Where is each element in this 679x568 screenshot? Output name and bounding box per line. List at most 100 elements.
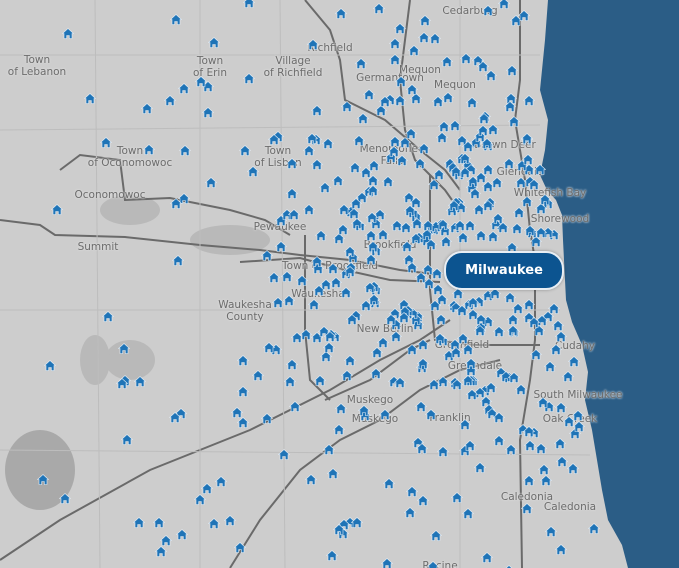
house-icon[interactable]	[447, 199, 460, 211]
house-icon[interactable]	[535, 226, 548, 238]
house-icon[interactable]	[424, 409, 437, 420]
house-icon[interactable]	[539, 194, 552, 206]
house-icon[interactable]	[441, 91, 454, 103]
house-icon[interactable]	[208, 36, 221, 48]
house-icon[interactable]	[533, 164, 546, 175]
house-icon[interactable]	[431, 96, 444, 108]
house-icon[interactable]	[176, 528, 189, 540]
house-icon[interactable]	[497, 222, 510, 233]
house-icon[interactable]	[267, 271, 280, 283]
house-icon[interactable]	[561, 371, 574, 382]
house-icon[interactable]	[385, 314, 398, 326]
house-icon[interactable]	[370, 347, 383, 358]
house-icon[interactable]	[315, 230, 328, 241]
house-icon[interactable]	[387, 145, 400, 157]
house-icon[interactable]	[163, 94, 176, 106]
house-icon[interactable]	[409, 232, 422, 244]
house-icon[interactable]	[168, 411, 181, 423]
house-icon[interactable]	[456, 305, 469, 317]
house-icon[interactable]	[428, 378, 441, 390]
house-icon[interactable]	[473, 203, 486, 215]
house-icon[interactable]	[432, 284, 445, 295]
house-icon[interactable]	[410, 218, 423, 230]
house-icon[interactable]	[466, 97, 479, 108]
house-icon[interactable]	[523, 475, 536, 487]
house-icon[interactable]	[419, 15, 432, 27]
house-icon[interactable]	[416, 358, 429, 370]
house-icon[interactable]	[322, 137, 335, 149]
house-icon[interactable]	[140, 103, 153, 114]
house-icon[interactable]	[491, 212, 504, 224]
house-icon[interactable]	[417, 495, 430, 506]
house-icon[interactable]	[194, 493, 207, 505]
house-icon[interactable]	[414, 158, 427, 170]
house-icon[interactable]	[436, 218, 449, 230]
house-icon[interactable]	[537, 463, 550, 475]
house-icon[interactable]	[346, 313, 359, 325]
house-icon[interactable]	[482, 180, 495, 192]
house-icon[interactable]	[202, 81, 215, 93]
house-icon[interactable]	[523, 224, 536, 236]
house-icon[interactable]	[341, 369, 354, 381]
house-icon[interactable]	[507, 372, 520, 384]
house-icon[interactable]	[409, 314, 422, 325]
house-icon[interactable]	[488, 288, 501, 300]
house-icon[interactable]	[549, 344, 562, 356]
house-icon[interactable]	[233, 541, 246, 553]
house-icon[interactable]	[355, 191, 368, 203]
house-icon[interactable]	[290, 332, 303, 343]
house-icon[interactable]	[399, 137, 412, 148]
house-icon[interactable]	[350, 517, 363, 529]
house-icon[interactable]	[536, 397, 549, 409]
house-icon[interactable]	[481, 4, 494, 16]
house-icon[interactable]	[278, 448, 291, 460]
house-icon[interactable]	[344, 266, 357, 278]
house-icon[interactable]	[534, 203, 547, 215]
house-icon[interactable]	[357, 113, 370, 125]
house-icon[interactable]	[515, 384, 528, 396]
house-icon[interactable]	[504, 292, 517, 303]
house-icon[interactable]	[450, 165, 463, 177]
house-icon[interactable]	[554, 401, 567, 413]
house-icon[interactable]	[236, 385, 249, 397]
house-icon[interactable]	[355, 58, 368, 70]
house-icon[interactable]	[417, 142, 430, 154]
house-icon[interactable]	[340, 101, 353, 113]
house-icon[interactable]	[555, 543, 568, 555]
house-icon[interactable]	[326, 549, 339, 561]
house-icon[interactable]	[429, 33, 442, 44]
house-icon[interactable]	[370, 367, 383, 379]
house-icon[interactable]	[406, 84, 419, 95]
house-icon[interactable]	[456, 135, 469, 147]
house-icon[interactable]	[169, 198, 182, 209]
house-icon[interactable]	[477, 60, 490, 72]
house-icon[interactable]	[491, 177, 504, 189]
house-icon[interactable]	[473, 131, 486, 142]
house-icon[interactable]	[271, 297, 284, 309]
house-icon[interactable]	[551, 320, 564, 332]
house-icon[interactable]	[434, 333, 447, 344]
house-icon[interactable]	[458, 153, 471, 164]
house-icon[interactable]	[243, 72, 256, 84]
house-icon[interactable]	[474, 229, 487, 241]
house-icon[interactable]	[505, 242, 518, 253]
house-icon[interactable]	[573, 421, 586, 432]
house-icon[interactable]	[433, 168, 446, 180]
house-icon[interactable]	[44, 359, 57, 371]
house-icon[interactable]	[556, 456, 569, 467]
house-icon[interactable]	[305, 132, 318, 144]
milwaukee-city-badge[interactable]: Milwaukee	[444, 251, 564, 290]
house-icon[interactable]	[530, 236, 543, 247]
house-icon[interactable]	[231, 407, 244, 419]
house-icon[interactable]	[404, 205, 417, 217]
house-icon[interactable]	[533, 325, 546, 336]
house-icon[interactable]	[348, 208, 361, 220]
house-icon[interactable]	[518, 9, 531, 21]
house-icon[interactable]	[398, 311, 411, 323]
house-icon[interactable]	[437, 445, 450, 457]
house-icon[interactable]	[322, 341, 335, 353]
house-icon[interactable]	[327, 468, 340, 479]
house-icon[interactable]	[405, 343, 418, 355]
house-icon[interactable]	[509, 15, 522, 27]
house-icon[interactable]	[521, 132, 534, 144]
